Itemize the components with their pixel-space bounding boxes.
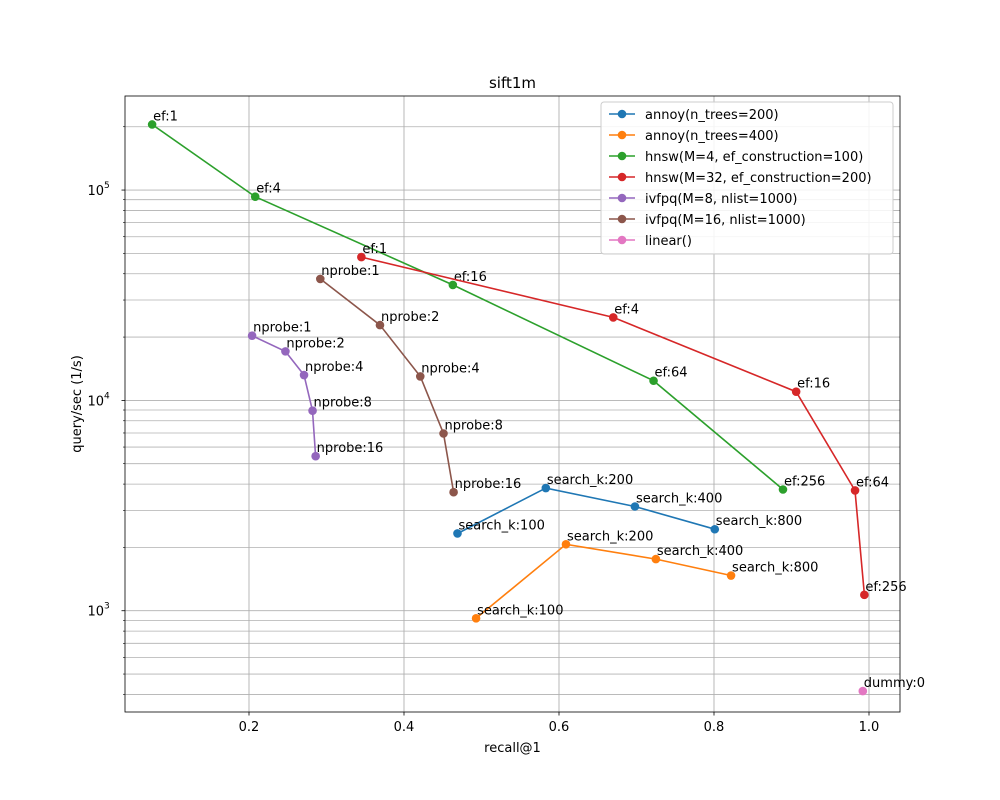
data-point [308, 406, 317, 416]
point-label: nprobe:4 [305, 360, 363, 375]
point-label: search_k:100 [458, 518, 544, 533]
point-label: nprobe:1 [253, 321, 311, 336]
data-point [281, 347, 290, 356]
point-label: dummy:0 [864, 676, 925, 691]
data-point [375, 320, 385, 330]
legend-label: hnsw(M=4, ef_construction=100) [645, 150, 863, 165]
legend-label: annoy(n_trees=400) [645, 129, 779, 144]
point-label: ef:4 [256, 182, 281, 197]
data-point [710, 524, 720, 534]
point-label: nprobe:16 [455, 477, 522, 492]
x-tick-label: 1.0 [859, 720, 880, 735]
point-label: nprobe:8 [445, 418, 503, 433]
data-point [726, 571, 736, 580]
point-label: search_k:400 [657, 544, 743, 559]
data-point [453, 529, 462, 538]
data-point [649, 376, 658, 386]
x-tick-label: 0.4 [394, 720, 415, 735]
point-label: search_k:200 [547, 473, 633, 488]
legend-marker [617, 172, 627, 182]
point-label: search_k:100 [477, 603, 563, 618]
x-axis-label: recall@1 [484, 741, 541, 756]
data-point [311, 451, 320, 461]
data-point [791, 387, 801, 396]
y-tick-base: 10 [87, 605, 104, 620]
y-tick-label: 10 4 [87, 391, 110, 409]
data-point [541, 483, 551, 493]
legend [600, 101, 894, 255]
point-label: nprobe:8 [314, 396, 372, 411]
data-point [778, 485, 788, 494]
data-point [250, 192, 260, 201]
data-point [415, 372, 425, 381]
data-point [471, 614, 481, 623]
y-tick-exponent: 4 [104, 391, 110, 401]
data-point [858, 686, 868, 696]
x-tick-label: 0.8 [704, 720, 725, 735]
point-label: ef:1 [362, 242, 387, 257]
data-point [608, 313, 618, 322]
y-axis-label: query/sec (1/s) [70, 355, 85, 453]
x-tick-label: 0.2 [239, 720, 260, 735]
y-tick-label: 10 5 [87, 181, 109, 199]
point-label: search_k:800 [716, 514, 802, 529]
data-point [651, 554, 661, 564]
point-label: nprobe:1 [321, 264, 379, 279]
y-tick-exponent: 3 [104, 602, 110, 612]
point-label: nprobe:2 [381, 310, 439, 325]
legend-marker [617, 130, 627, 140]
chart-title: sift1m [489, 74, 536, 92]
y-tick-base: 10 [87, 394, 104, 409]
point-label: ef:64 [655, 366, 688, 381]
legend-marker [617, 109, 627, 119]
data-point [299, 370, 309, 380]
point-label: ef:1 [153, 109, 178, 124]
legend-marker [617, 235, 627, 245]
point-label: ef:256 [865, 580, 906, 595]
point-label: nprobe:16 [317, 441, 384, 456]
x-tick-label: 0.6 [549, 720, 570, 735]
data-point [449, 487, 458, 497]
data-point [860, 590, 869, 600]
point-label: search_k:800 [732, 561, 818, 576]
data-point [247, 331, 257, 341]
legend-label: ivfpq(M=8, nlist=1000) [645, 192, 797, 207]
y-tick-exponent: 5 [104, 181, 110, 191]
series-line [457, 487, 716, 535]
data-point [561, 539, 571, 549]
axes-frame [124, 95, 901, 713]
point-label: ef:16 [797, 377, 830, 392]
series-line [475, 543, 732, 619]
data-point [448, 280, 458, 290]
data-point [630, 502, 640, 511]
legend-label: hnsw(M=32, ef_construction=200) [645, 171, 872, 186]
y-tick-base: 10 [87, 184, 104, 199]
data-point [147, 120, 157, 129]
legend-marker [617, 193, 627, 203]
data-point [439, 429, 448, 438]
legend-label: annoy(n_trees=200) [645, 108, 779, 123]
legend-marker [617, 214, 627, 224]
point-label: search_k:200 [567, 529, 653, 544]
point-label: nprobe:4 [421, 361, 479, 376]
y-tick-label: 10 3 [87, 602, 109, 620]
point-label: search_k:400 [636, 491, 722, 506]
point-label: ef:64 [856, 475, 889, 490]
data-point [316, 274, 325, 284]
point-label: ef:4 [614, 302, 639, 317]
legend-label: ivfpq(M=16, nlist=1000) [645, 213, 806, 228]
legend-label: linear() [645, 234, 692, 249]
data-point [850, 486, 860, 495]
data-point [357, 252, 366, 262]
point-label: ef:256 [784, 475, 825, 490]
point-label: nprobe:2 [286, 336, 344, 351]
legend-marker [617, 151, 627, 161]
